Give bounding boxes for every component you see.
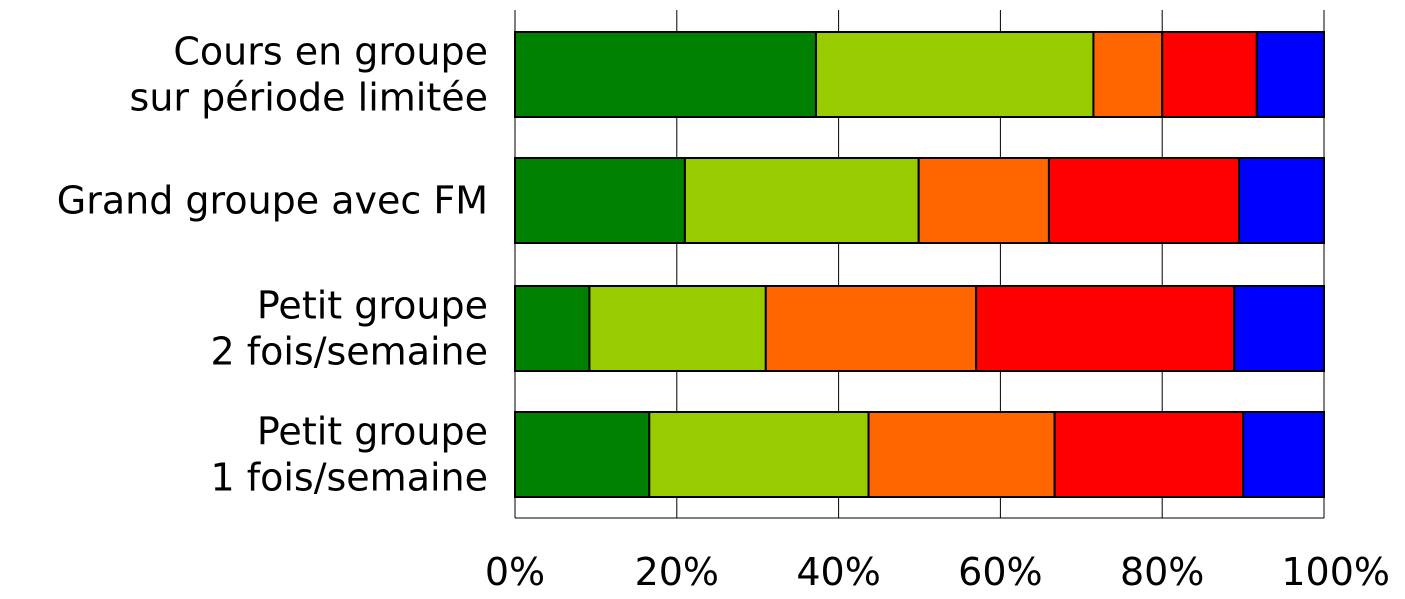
category-label-0: Cours en groupe sur période limitée — [130, 30, 488, 120]
x-tick-labels: 0% 20% 40% 60% 80% 100% — [485, 550, 1390, 594]
bars — [514, 31, 1326, 498]
bar-3-segment-1 — [648, 411, 870, 498]
x-tick-label-3: 60% — [958, 550, 1042, 594]
bar-1-segment-0 — [514, 157, 686, 244]
bar-3-segment-4 — [1242, 411, 1325, 498]
bar-2-segment-4 — [1233, 285, 1326, 372]
bar-2-segment-1 — [588, 285, 767, 372]
bar-1-segment-1 — [683, 157, 920, 244]
x-tick-label-4: 80% — [1120, 550, 1204, 594]
x-tick-label-1: 20% — [635, 550, 719, 594]
bar-1-segment-3 — [1047, 157, 1241, 244]
category-label-2: Petit groupe 2 fois/semaine — [210, 284, 488, 374]
bar-2-segment-2 — [764, 285, 978, 372]
bar-1-segment-4 — [1238, 157, 1326, 244]
category-label-1: Grand groupe avec FM — [57, 179, 488, 223]
x-tick-label-2: 40% — [796, 550, 880, 594]
bar-0-segment-3 — [1161, 31, 1258, 118]
bar-3-segment-0 — [514, 411, 651, 498]
bar-0-segment-4 — [1255, 31, 1326, 118]
bar-3-segment-3 — [1053, 411, 1245, 498]
x-tick-label-5: 100% — [1281, 550, 1390, 594]
x-tick-label-0: 0% — [485, 550, 545, 594]
bar-0-segment-0 — [514, 31, 817, 118]
bar-0-segment-1 — [814, 31, 1095, 118]
bar-1-segment-2 — [917, 157, 1050, 244]
category-labels: Cours en groupe sur période limitée Grand … — [57, 30, 488, 500]
bar-3-segment-2 — [867, 411, 1056, 498]
bar-2-segment-0 — [514, 285, 591, 372]
bar-0-segment-2 — [1092, 31, 1164, 118]
bar-2-segment-3 — [975, 285, 1236, 372]
category-label-3: Petit groupe 1 fois/semaine — [210, 410, 488, 500]
